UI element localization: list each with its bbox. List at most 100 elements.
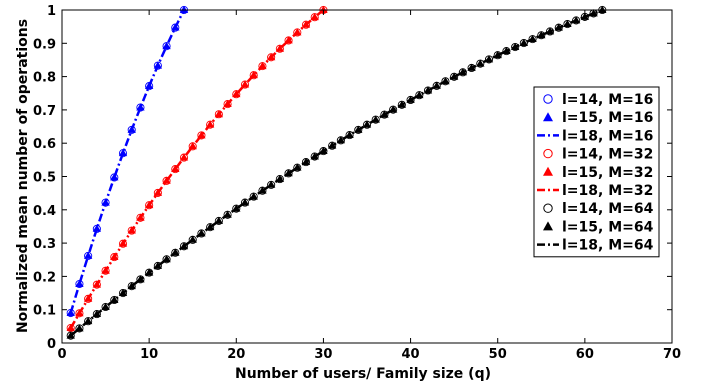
data-point-triangle: [258, 186, 267, 194]
data-point-triangle: [197, 229, 206, 237]
data-point-triangle: [249, 192, 258, 200]
legend-box: [533, 86, 660, 258]
data-point-triangle: [476, 59, 485, 67]
data-point-triangle: [293, 28, 302, 36]
series-line: [69, 9, 186, 314]
data-point-triangle: [380, 110, 389, 118]
data-point-triangle: [197, 131, 206, 139]
data-point-triangle: [66, 331, 75, 339]
data-point-triangle: [171, 23, 180, 31]
data-point-triangle: [537, 31, 546, 39]
data-point-triangle: [554, 23, 563, 31]
y-tick-label: 0.8: [33, 71, 56, 86]
data-point-triangle: [275, 44, 285, 52]
data-point-triangle: [136, 213, 145, 221]
data-point-triangle: [362, 120, 372, 128]
data-point-triangle: [301, 20, 311, 28]
data-point-triangle: [432, 81, 441, 89]
data-point-triangle: [101, 198, 110, 206]
data-point-triangle: [66, 323, 75, 331]
data-point-triangle: [493, 51, 502, 59]
data-point-triangle: [301, 157, 311, 166]
data-point-triangle: [179, 5, 189, 13]
legend-label: l=15, M=32: [562, 165, 653, 181]
y-tick-label: 0.2: [33, 270, 56, 285]
data-point-triangle: [188, 142, 197, 150]
y-tick-label: 0.4: [33, 204, 56, 219]
data-point-triangle: [519, 38, 529, 46]
data-point-triangle: [388, 105, 398, 113]
legend-label: l=18, M=16: [562, 128, 653, 144]
data-point-triangle: [406, 95, 415, 103]
y-tick-label: 0.9: [33, 37, 56, 52]
data-point-triangle: [179, 242, 189, 250]
data-point-triangle: [232, 204, 241, 212]
data-point-triangle: [258, 61, 267, 70]
data-point-triangle: [441, 77, 450, 85]
legend-marker-circle: [543, 203, 553, 213]
data-point-triangle: [83, 294, 93, 302]
data-point-triangle: [371, 115, 380, 123]
x-tick-label: 20: [227, 347, 245, 362]
x-tick-label: 40: [402, 347, 420, 362]
data-point-triangle: [275, 174, 285, 183]
x-tick-label: 50: [489, 347, 507, 362]
data-point-triangle: [214, 110, 224, 118]
y-axis-label: Normalized mean number of operations: [15, 19, 31, 333]
legend-marker-triangle: [543, 112, 553, 122]
data-point-triangle: [144, 81, 154, 90]
data-point-triangle: [101, 302, 110, 310]
data-point-triangle: [240, 198, 250, 206]
data-point-triangle: [171, 248, 180, 256]
data-point-triangle: [144, 268, 154, 276]
data-point-triangle: [449, 72, 459, 80]
data-point-triangle: [240, 80, 250, 88]
data-point-triangle: [223, 99, 232, 108]
data-point-triangle: [266, 180, 276, 188]
data-point-triangle: [83, 251, 93, 259]
series-line: [69, 8, 603, 337]
data-point-triangle: [484, 55, 494, 63]
data-point-triangle: [171, 164, 180, 173]
x-tick-label: 60: [576, 347, 594, 362]
data-point-triangle: [249, 71, 258, 79]
data-point-triangle: [205, 222, 215, 231]
data-point-triangle: [223, 210, 232, 218]
data-point-triangle: [92, 280, 102, 288]
x-tick-label: 0: [57, 347, 66, 362]
data-point-triangle: [310, 152, 319, 160]
data-point-triangle: [214, 216, 224, 224]
data-point-triangle: [336, 136, 346, 144]
data-point-triangle: [545, 27, 555, 35]
data-point-triangle: [458, 68, 468, 76]
x-axis-label: Number of users/ Family size (q): [235, 366, 491, 382]
data-point-triangle: [415, 90, 424, 99]
legend-marker-triangle: [543, 166, 553, 176]
y-tick-label: 0.5: [33, 171, 56, 186]
legend-label: l=15, M=64: [562, 219, 654, 235]
legend-label: l=14, M=16: [562, 92, 653, 108]
axes: 0 10 20 30 40 50 60 70 0 0.1 0.2 0.3 0.4 0.5 0.6 0.7 0.8…: [33, 4, 681, 362]
y-tick-label: 0: [47, 337, 56, 352]
data-point-triangle: [75, 324, 84, 332]
data-point-triangle: [110, 252, 119, 261]
data-point-triangle: [571, 16, 581, 24]
data-point-triangle: [136, 103, 145, 111]
data-point-triangle: [598, 5, 607, 13]
data-point-triangle: [293, 163, 302, 171]
legend-marker-triangle: [543, 221, 553, 231]
data-point-triangle: [92, 309, 102, 318]
data-point-triangle: [92, 224, 102, 232]
data-point-triangle: [528, 34, 537, 43]
legend-marker-circle: [543, 94, 553, 104]
data-point-triangle: [136, 275, 145, 283]
y-tick-label: 0.7: [33, 104, 56, 119]
data-point-triangle: [162, 255, 171, 263]
data-point-triangle: [162, 176, 171, 184]
legend-label: l=18, M=32: [562, 183, 653, 199]
data-point-triangle: [563, 19, 572, 27]
y-tick-label: 0.6: [33, 137, 56, 152]
data-point-triangle: [127, 281, 136, 290]
data-point-triangle: [162, 41, 171, 50]
